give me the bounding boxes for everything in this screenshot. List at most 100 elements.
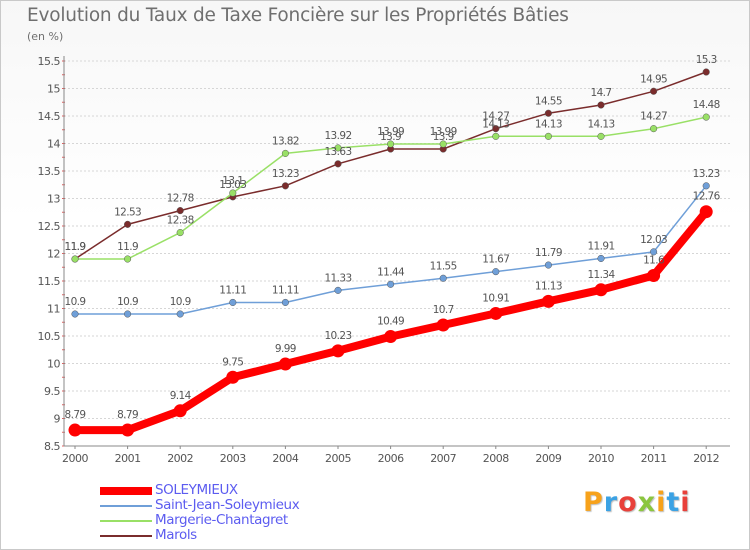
x-tick-label: 2005 xyxy=(325,452,351,465)
data-label: 11.67 xyxy=(482,254,509,266)
legend-label: SOLEYMIEUX xyxy=(155,482,238,498)
data-label: 11.6 xyxy=(643,255,665,267)
data-point xyxy=(124,220,132,228)
data-label: 13.82 xyxy=(272,135,299,147)
data-label: 11.11 xyxy=(272,284,299,296)
data-label: 11.13 xyxy=(535,280,562,292)
data-point xyxy=(71,255,79,263)
data-label: 11.79 xyxy=(535,247,562,259)
data-point xyxy=(594,283,608,297)
data-point xyxy=(176,310,184,318)
data-point xyxy=(544,109,552,117)
data-label: 14.27 xyxy=(640,111,667,123)
data-label: 13.63 xyxy=(324,146,351,158)
data-label: 8.79 xyxy=(117,409,138,421)
data-point xyxy=(229,189,237,197)
data-label: 11.33 xyxy=(324,272,351,284)
logo-letter: t xyxy=(666,487,681,518)
x-tick-label: 2002 xyxy=(167,452,193,465)
data-point xyxy=(650,125,658,133)
data-label: 9.14 xyxy=(170,390,192,402)
data-point xyxy=(544,261,552,269)
x-tick-label: 2001 xyxy=(115,452,141,465)
x-tick-label: 2012 xyxy=(693,452,719,465)
chart-unit: (en %) xyxy=(27,30,64,43)
y-tick-label: 10.5 xyxy=(38,330,61,343)
grid-layer xyxy=(64,60,730,447)
legend-swatch xyxy=(100,505,152,507)
data-label: 10.49 xyxy=(377,316,404,328)
data-label: 8.79 xyxy=(65,409,86,421)
data-label-layer: 8.79 8.799.149.759.9910.2310.4910.710.911… xyxy=(65,54,722,421)
data-point xyxy=(334,286,342,294)
legend-label: Marols xyxy=(155,527,197,543)
data-point xyxy=(439,140,447,148)
data-label: 10.91 xyxy=(482,292,509,304)
data-point xyxy=(226,370,240,384)
data-label: 10.7 xyxy=(433,304,454,316)
data-label: 10.9 xyxy=(117,296,138,308)
y-tick-label: 10 xyxy=(47,358,60,371)
data-point xyxy=(124,310,132,318)
data-label: 13.9 xyxy=(380,131,401,143)
legend-label: Saint-Jean-Soleymieux xyxy=(155,497,300,513)
data-point xyxy=(597,101,605,109)
data-label: 11.91 xyxy=(587,240,614,252)
data-label: 10.9 xyxy=(65,296,86,308)
y-tick-label: 14.5 xyxy=(38,110,61,123)
data-point xyxy=(124,255,132,263)
data-label: 13.9 xyxy=(433,131,454,143)
data-point xyxy=(702,68,710,76)
y-tick-label: 13 xyxy=(47,193,60,206)
data-point xyxy=(384,330,398,344)
data-label: 12.53 xyxy=(114,206,141,218)
data-label: 11.55 xyxy=(430,260,457,272)
y-tick-label: 11.5 xyxy=(38,275,61,288)
data-point xyxy=(702,113,710,121)
data-point xyxy=(489,306,503,320)
x-tick-label: 2009 xyxy=(535,452,561,465)
data-point xyxy=(387,140,395,148)
data-label: 13.03 xyxy=(219,179,246,191)
logo-letter: r xyxy=(603,487,619,518)
data-label: 15.3 xyxy=(696,54,717,66)
data-label: 13.23 xyxy=(272,168,299,180)
data-label: 13.1 xyxy=(222,175,243,187)
data-point xyxy=(121,423,135,437)
data-label: 14.13 xyxy=(587,118,614,130)
data-point xyxy=(650,87,658,95)
y-tick-label: 9.5 xyxy=(44,385,60,398)
data-point xyxy=(176,229,184,237)
data-label: 12.76 xyxy=(693,191,721,203)
line-chart: 8.5 9 9.5 10 10.5 11 11.5 12 12.5 13 13.5 14 14.5 15 1… xyxy=(38,54,730,465)
y-tick-label: 8.5 xyxy=(44,440,60,453)
legend-swatch xyxy=(100,487,152,495)
data-label: 11.9 xyxy=(117,241,138,253)
logo-letter: i xyxy=(680,487,691,518)
x-tick-label: 2008 xyxy=(483,452,509,465)
data-point xyxy=(68,423,82,437)
legend-swatch xyxy=(100,535,152,537)
data-label: 11.34 xyxy=(587,269,615,281)
axis-layer: 8.5 9 9.5 10 10.5 11 11.5 12 12.5 13 13.5 14 14.5 15 1… xyxy=(38,55,730,465)
data-point xyxy=(597,132,605,140)
x-tick-label: 2000 xyxy=(62,452,88,465)
data-point xyxy=(281,182,289,190)
y-tick-label: 12 xyxy=(47,248,60,261)
data-point xyxy=(541,294,555,308)
data-point xyxy=(439,274,447,282)
x-tick-label: 2011 xyxy=(641,452,667,465)
data-label: 12.78 xyxy=(167,193,194,205)
data-label: 11.9 xyxy=(65,241,86,253)
data-label: 10.23 xyxy=(324,330,351,342)
data-point xyxy=(597,254,605,263)
data-point xyxy=(436,318,450,332)
x-tick-label: 2007 xyxy=(430,452,456,465)
data-point xyxy=(176,207,184,215)
y-tick-label: 13.5 xyxy=(38,165,61,178)
series-line xyxy=(74,71,707,260)
proxiti-logo: Proxiti xyxy=(583,487,691,518)
data-label: 12.03 xyxy=(640,234,667,246)
data-point xyxy=(334,144,342,152)
